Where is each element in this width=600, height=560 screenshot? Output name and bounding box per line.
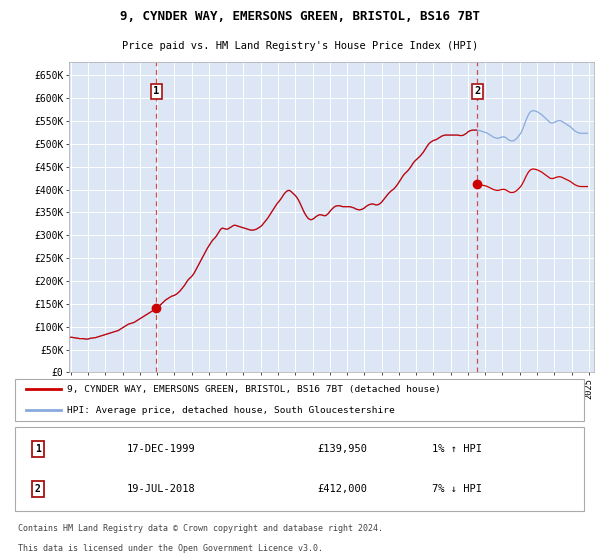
Text: 9, CYNDER WAY, EMERSONS GREEN, BRISTOL, BS16 7BT (detached house): 9, CYNDER WAY, EMERSONS GREEN, BRISTOL, … [67,385,440,394]
Text: 1% ↑ HPI: 1% ↑ HPI [433,444,482,454]
Text: 7% ↓ HPI: 7% ↓ HPI [433,484,482,494]
Text: 9, CYNDER WAY, EMERSONS GREEN, BRISTOL, BS16 7BT: 9, CYNDER WAY, EMERSONS GREEN, BRISTOL, … [120,10,480,23]
FancyBboxPatch shape [15,379,584,421]
Text: 1: 1 [35,444,41,454]
Text: £412,000: £412,000 [317,484,367,494]
Text: 2: 2 [35,484,41,494]
FancyBboxPatch shape [15,427,584,511]
Text: 17-DEC-1999: 17-DEC-1999 [127,444,196,454]
Text: £139,950: £139,950 [317,444,367,454]
Text: Contains HM Land Registry data © Crown copyright and database right 2024.: Contains HM Land Registry data © Crown c… [18,524,383,533]
Text: 2: 2 [474,86,481,96]
Text: 19-JUL-2018: 19-JUL-2018 [127,484,196,494]
Text: HPI: Average price, detached house, South Gloucestershire: HPI: Average price, detached house, Sout… [67,406,394,415]
Text: 1: 1 [153,86,160,96]
Text: Price paid vs. HM Land Registry's House Price Index (HPI): Price paid vs. HM Land Registry's House … [122,41,478,51]
Text: This data is licensed under the Open Government Licence v3.0.: This data is licensed under the Open Gov… [18,544,323,553]
